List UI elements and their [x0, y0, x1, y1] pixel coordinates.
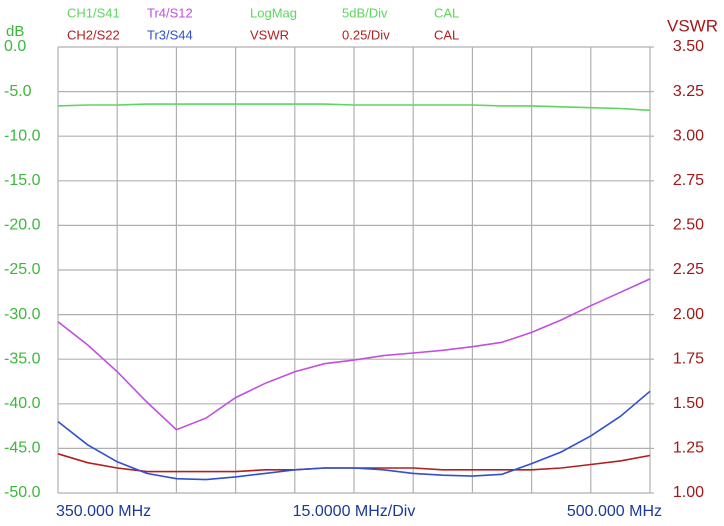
y2-tick-label: 3.50 [673, 38, 704, 55]
y-tick-label: -30.0 [4, 306, 41, 323]
y2-tick-label: 1.00 [673, 484, 704, 501]
y2-tick-label: 2.00 [673, 306, 704, 323]
y-tick-label: -10.0 [4, 127, 41, 144]
x-axis-label: 15.0000 MHz/Div [293, 503, 416, 520]
series-line [57, 103, 651, 112]
y2-tick-label: 1.75 [673, 350, 704, 367]
header-text: CAL [434, 5, 459, 20]
y2-tick-label: 1.50 [673, 395, 704, 412]
y-tick-label: -35.0 [4, 350, 41, 367]
y-tick-label: -25.0 [4, 261, 41, 278]
y2-tick-label: 3.00 [673, 127, 704, 144]
y2-tick-label: 1.25 [673, 440, 704, 457]
y-tick-label: -20.0 [4, 217, 41, 234]
x-tick-label: 500.000 MHz [567, 503, 662, 520]
header-text: CAL [434, 27, 459, 42]
y-tick-label: -50.0 [4, 484, 41, 501]
y2-tick-label: 2.75 [673, 172, 704, 189]
legend-entry: CH2/S22 [67, 27, 120, 42]
y-tick-label: -45.0 [4, 440, 41, 457]
header-text: LogMag [250, 5, 297, 20]
header-text: 0.25/Div [342, 27, 390, 42]
y-tick-label: -5.0 [4, 83, 32, 100]
header-text: 5dB/Div [342, 5, 388, 20]
legend-entry: Tr3/S44 [147, 27, 193, 42]
header-text: VSWR [250, 27, 289, 42]
y-tick-label: -40.0 [4, 395, 41, 412]
y-tick-label: 0.0 [4, 38, 26, 55]
y2-tick-label: 2.25 [673, 261, 704, 278]
y2-axis-label: VSWR [667, 16, 718, 35]
series-line [57, 278, 651, 431]
y-tick-label: -15.0 [4, 172, 41, 189]
legend-entry: CH1/S41 [67, 5, 120, 20]
y-axis-label: dB [6, 23, 24, 40]
series-line [57, 390, 651, 481]
x-tick-label: 350.000 MHz [56, 503, 151, 520]
y2-tick-label: 3.25 [673, 83, 704, 100]
legend-entry: Tr4/S12 [147, 5, 193, 20]
y2-tick-label: 2.50 [673, 217, 704, 234]
